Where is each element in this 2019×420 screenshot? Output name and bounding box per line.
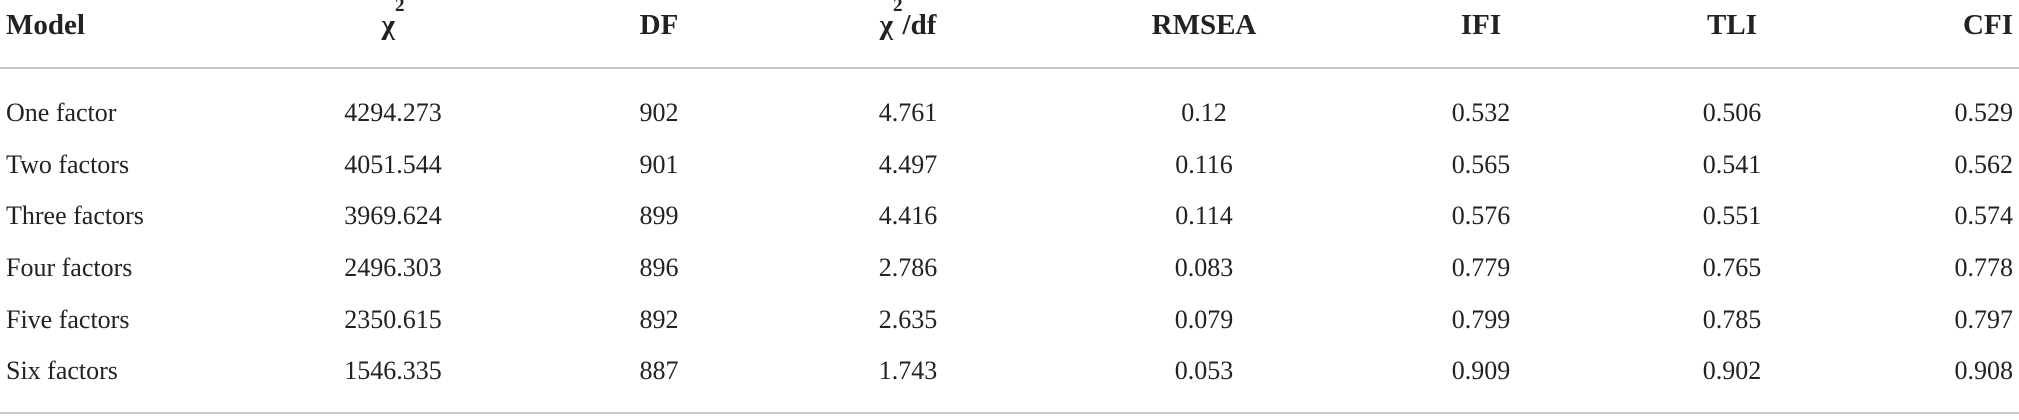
- header-rule: [0, 67, 2019, 69]
- table-cell: 2496.303: [344, 253, 442, 282]
- table-cell: 3969.624: [344, 201, 442, 230]
- table-cell: 0.551: [1702, 201, 1762, 230]
- table-cell: 887: [639, 356, 679, 385]
- table-cell: 0.053: [1174, 356, 1234, 385]
- table-cell: 0.506: [1702, 98, 1762, 127]
- table-cell: 0.562: [1954, 150, 2014, 179]
- header-text: DF: [639, 9, 679, 41]
- header-text: χ: [879, 9, 894, 41]
- table-cell: 0.765: [1702, 253, 1762, 282]
- row-label: Five factors: [6, 305, 130, 334]
- table-cell: 0.083: [1174, 253, 1234, 282]
- column-header: χ2: [381, 0, 405, 41]
- header-superscript: 2: [394, 0, 405, 16]
- header-text: RMSEA: [1151, 9, 1257, 41]
- row-label: Four factors: [6, 253, 133, 282]
- table-cell: 4051.544: [344, 150, 442, 179]
- row-label: Two factors: [6, 150, 130, 179]
- table-cell: 0.529: [1954, 98, 2014, 127]
- column-header: χ2/df: [879, 0, 937, 41]
- table-cell: 0.116: [1175, 150, 1233, 179]
- table-cell: 4.416: [878, 201, 938, 230]
- table-cell: 896: [639, 253, 679, 282]
- table-cell: 892: [639, 305, 679, 334]
- row-label: One factor: [6, 98, 117, 127]
- table-cell: 0.532: [1451, 98, 1511, 127]
- table-cell: 0.114: [1175, 201, 1233, 230]
- table-cell: 2.786: [878, 253, 938, 282]
- header-text: TLI: [1707, 9, 1757, 41]
- header-text: CFI: [1963, 9, 2013, 41]
- table-cell: 0.576: [1451, 201, 1511, 230]
- table-cell: 0.565: [1451, 150, 1511, 179]
- column-header: Model: [6, 10, 85, 40]
- table-cell: 0.779: [1451, 253, 1511, 282]
- table-cell: 899: [639, 201, 679, 230]
- header-superscript: 2: [893, 0, 903, 16]
- table-cell: 902: [639, 98, 679, 127]
- table-cell: 0.541: [1702, 150, 1762, 179]
- table-cell: 0.574: [1954, 201, 2014, 230]
- header-suffix: /df: [902, 9, 937, 41]
- table-cell: 0.12: [1181, 98, 1227, 127]
- bottom-rule: [0, 412, 2019, 414]
- table-cell: 4.761: [878, 98, 938, 127]
- table-cell: 1.743: [878, 356, 938, 385]
- header-text: Model: [6, 9, 85, 41]
- column-header: CFI: [1963, 10, 2013, 40]
- table-cell: 1546.335: [344, 356, 442, 385]
- table-cell: 0.909: [1451, 356, 1511, 385]
- column-header: DF: [640, 10, 679, 40]
- column-header: RMSEA: [1152, 10, 1257, 40]
- table-cell: 4.497: [878, 150, 938, 179]
- column-header: TLI: [1707, 10, 1757, 40]
- table-cell: 0.902: [1702, 356, 1762, 385]
- table-cell: 0.785: [1702, 305, 1762, 334]
- row-label: Six factors: [6, 356, 118, 385]
- table-cell: 0.797: [1954, 305, 2014, 334]
- table-cell: 0.079: [1174, 305, 1234, 334]
- header-text: χ: [381, 9, 395, 41]
- table-cell: 901: [639, 150, 679, 179]
- table-cell: 0.908: [1954, 356, 2014, 385]
- column-header: IFI: [1461, 10, 1501, 40]
- row-label: Three factors: [6, 201, 144, 230]
- header-text: IFI: [1460, 9, 1502, 41]
- table-cell: 0.778: [1954, 253, 2014, 282]
- table-cell: 0.799: [1451, 305, 1511, 334]
- table-cell: 2.635: [878, 305, 938, 334]
- table-cell: 4294.273: [344, 98, 442, 127]
- table-cell: 2350.615: [344, 305, 442, 334]
